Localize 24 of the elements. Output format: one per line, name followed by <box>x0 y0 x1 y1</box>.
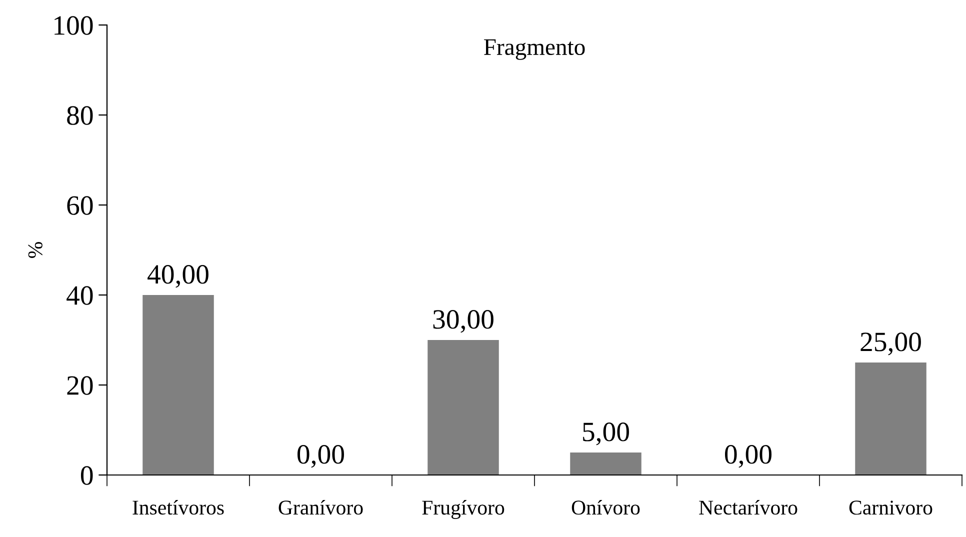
data-label: 40,00 <box>148 265 208 288</box>
y-tick-label: 20 <box>67 376 93 395</box>
x-tick-label: Frugívoro <box>422 500 504 519</box>
data-label: 30,00 <box>433 310 494 333</box>
x-tick-label: Insetívoros <box>132 500 224 515</box>
bar <box>570 452 642 475</box>
data-label: 0,00 <box>298 445 344 468</box>
x-tick-label: Granívoro <box>278 500 363 515</box>
text: Fragmento <box>484 39 585 60</box>
bar <box>142 295 214 475</box>
data-label: 25,00 <box>860 332 921 356</box>
y-tick-label: 60 <box>67 196 93 215</box>
x-tick-label: Onívoro <box>572 500 640 515</box>
y-tick-label: 0 <box>80 466 93 485</box>
y-axis-title: % <box>28 242 42 258</box>
x-tick-label: Nectarívoro <box>699 500 798 515</box>
data-label: 0,00 <box>725 445 772 468</box>
y-tick-label: 100 <box>54 16 93 35</box>
bar <box>428 340 499 475</box>
x-tick-label: Carnivoro <box>849 500 932 515</box>
y-tick-label: 80 <box>67 106 93 125</box>
y-tick-label: 40 <box>66 286 93 305</box>
bar <box>855 362 926 475</box>
data-label: 5,00 <box>583 422 629 446</box>
